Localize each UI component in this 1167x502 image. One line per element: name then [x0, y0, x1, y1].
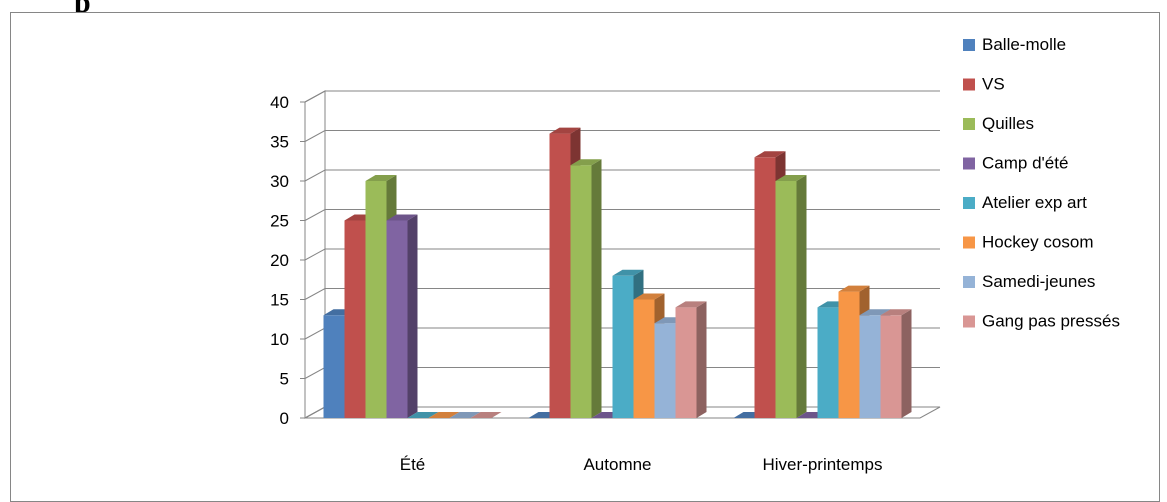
- bar-front: [880, 315, 902, 418]
- y-tick-label: 25: [270, 212, 289, 231]
- bar-front: [675, 307, 697, 418]
- bar-side: [591, 159, 602, 418]
- legend-swatch: [963, 39, 975, 51]
- bar-top: [449, 412, 481, 418]
- bar: [449, 412, 481, 418]
- bar-front: [570, 165, 592, 418]
- bar-front: [838, 291, 860, 418]
- bar: [880, 309, 912, 418]
- bar-top: [633, 293, 665, 300]
- x-tick-label: Automne: [583, 455, 651, 474]
- y-tick-label: 35: [270, 133, 289, 152]
- bar-top: [428, 412, 460, 418]
- bar: [470, 412, 502, 418]
- legend-label: Balle-molle: [982, 35, 1066, 54]
- bar-top: [612, 269, 644, 276]
- legend-swatch: [963, 118, 975, 130]
- y-tick-label: 10: [270, 330, 289, 349]
- bar-top: [470, 412, 502, 418]
- legend-swatch: [963, 197, 975, 209]
- bar-side: [901, 309, 912, 418]
- bar-top: [570, 159, 602, 166]
- bar-front: [754, 157, 776, 419]
- x-tick-label: Hiver-printemps: [763, 455, 883, 474]
- bar-top: [838, 285, 870, 292]
- legend-label: Quilles: [982, 114, 1034, 133]
- y-axis: 0 5 10 15 20 25 30 35 40: [270, 93, 306, 428]
- chart-gridlines: [304, 90, 940, 419]
- bar-front: [817, 307, 839, 418]
- y-tick-label: 20: [270, 251, 289, 270]
- legend-item: Hockey cosom: [963, 233, 1093, 252]
- bar-front: [549, 133, 571, 418]
- legend-label: Samedi-jeunes: [982, 272, 1095, 291]
- bar-front: [344, 220, 366, 418]
- bar-top: [675, 301, 707, 308]
- bar-top: [549, 127, 581, 134]
- legend-swatch: [963, 315, 975, 328]
- bar-front: [633, 299, 655, 418]
- bar: [428, 412, 460, 418]
- bar: [675, 301, 707, 418]
- legend-item: Atelier exp art: [963, 193, 1087, 212]
- bar-front: [323, 315, 345, 418]
- legend-item: Balle-molle: [963, 35, 1066, 54]
- legend-item: Camp d'été: [963, 154, 1068, 173]
- bar: [775, 175, 807, 418]
- y-tick-label: 5: [280, 370, 289, 389]
- bar-top: [880, 309, 912, 316]
- bar: [407, 412, 439, 418]
- bar-front: [859, 315, 881, 418]
- bar-top: [386, 214, 418, 221]
- bar-chart: 0 5 10 15 20 25 30 35 40 Été Automne Hiver-printem…: [270, 35, 1120, 474]
- legend-label: Gang pas pressés: [982, 312, 1120, 331]
- bar: [570, 159, 602, 418]
- legend-swatch: [963, 236, 975, 249]
- bar-front: [386, 220, 408, 418]
- gridline: [304, 288, 940, 300]
- chart-legend: Balle-molle VS Quilles Camp d'été Atelier ex…: [963, 35, 1120, 331]
- legend-item: Quilles: [963, 114, 1034, 133]
- chart-page: p 0 5 10 15 20 25 30 35 40 Été Automne Hiver-print…: [10, 0, 1160, 502]
- x-axis: Été Automne Hiver-printemps: [400, 455, 883, 474]
- bar-front: [612, 275, 634, 418]
- bar-front: [365, 181, 387, 418]
- bar-top: [859, 309, 891, 316]
- bar-front: [654, 323, 676, 418]
- legend-swatch: [963, 157, 975, 170]
- legend-label: Camp d'été: [982, 154, 1068, 173]
- bar-top: [754, 151, 786, 158]
- x-tick-label: Été: [400, 455, 426, 474]
- bar: [386, 214, 418, 418]
- legend-label: Atelier exp art: [982, 193, 1087, 212]
- legend-swatch: [963, 78, 975, 91]
- gridline: [304, 90, 940, 103]
- y-tick-label: 15: [270, 291, 289, 310]
- gridline: [304, 248, 940, 261]
- legend-item: Samedi-jeunes: [963, 272, 1095, 291]
- y-tick-label: 30: [270, 172, 289, 191]
- bar-side: [407, 214, 418, 418]
- y-tick-label: 0: [280, 409, 289, 428]
- legend-label: VS: [982, 75, 1005, 94]
- bar-front: [775, 181, 797, 418]
- legend-item: VS: [963, 75, 1005, 94]
- legend-label: Hockey cosom: [982, 233, 1093, 252]
- chart-bars: [323, 127, 912, 419]
- legend-swatch: [963, 276, 975, 288]
- bar-top: [407, 412, 439, 418]
- gridline: [304, 169, 940, 182]
- bar-top: [775, 175, 807, 181]
- gridline: [304, 209, 940, 221]
- y-tick-label: 40: [270, 93, 289, 112]
- legend-item: Gang pas pressés: [963, 312, 1120, 331]
- gridline: [304, 130, 940, 142]
- bar-side: [696, 301, 707, 418]
- bar-side: [796, 175, 807, 418]
- bar-top: [365, 175, 397, 181]
